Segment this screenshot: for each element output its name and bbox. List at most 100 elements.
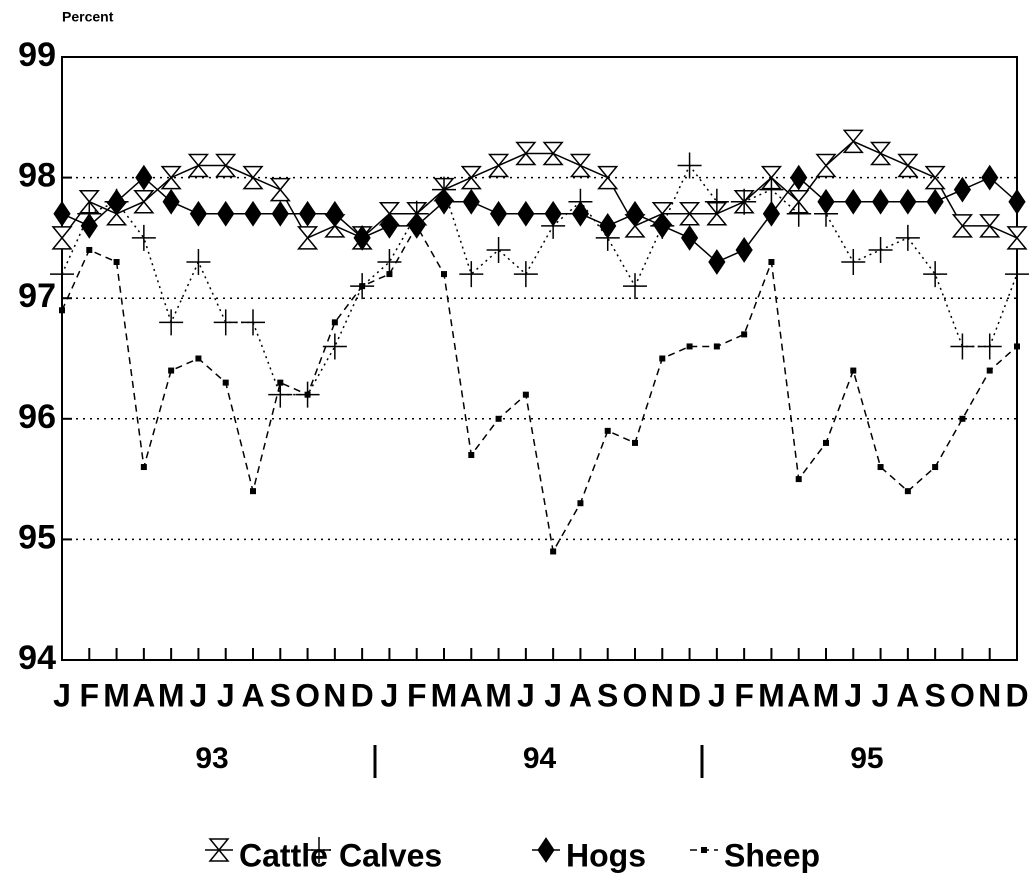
data-point (817, 188, 835, 215)
data-point (841, 249, 866, 276)
x-tick-label: A (787, 677, 810, 713)
data-point (268, 381, 293, 408)
data-point (113, 259, 120, 266)
y-tick-label: 95 (18, 518, 56, 556)
data-point (522, 391, 529, 398)
x-tick-label: O (950, 677, 975, 713)
data-point (850, 367, 857, 374)
data-point (159, 309, 184, 336)
data-point (304, 391, 311, 398)
x-tick-label: F (80, 677, 100, 713)
data-point (380, 212, 399, 239)
data-point (790, 164, 808, 191)
data-point (951, 214, 974, 238)
data-point (768, 259, 775, 266)
data-point (515, 141, 537, 166)
data-point (441, 271, 447, 278)
x-tick-label: J (217, 677, 235, 713)
data-point (842, 129, 864, 154)
data-point (517, 200, 535, 227)
legend-marker (537, 837, 555, 863)
data-point (489, 200, 508, 227)
y-tick-label: 96 (18, 398, 56, 436)
x-tick-label: A (132, 677, 155, 713)
data-point (623, 273, 647, 300)
x-tick-label: N (651, 677, 674, 713)
data-point (815, 153, 837, 178)
data-point (107, 188, 126, 215)
data-point (162, 188, 180, 215)
data-point (377, 249, 402, 276)
data-point (168, 367, 175, 374)
data-point (762, 200, 781, 227)
data-point (322, 333, 347, 360)
data-point (706, 202, 728, 226)
data-point (133, 189, 155, 214)
legend-label: Calves (339, 837, 442, 873)
data-point (413, 222, 420, 229)
x-tick-label: J (844, 677, 862, 713)
data-point (868, 236, 893, 263)
data-point (50, 261, 74, 288)
x-tick-label: S (597, 677, 618, 713)
x-tick-label: A (569, 677, 592, 713)
data-point (844, 188, 862, 215)
x-tick-label: J (190, 677, 208, 713)
x-tick-label: J (53, 677, 71, 713)
x-tick-label: D (351, 677, 374, 713)
y-tick-label: 97 (18, 277, 56, 315)
x-tick-label: J (708, 677, 726, 713)
data-point (250, 488, 256, 495)
x-tick-label: J (544, 677, 562, 713)
data-point (353, 224, 371, 251)
data-point (1008, 188, 1026, 215)
data-point (877, 464, 884, 471)
data-point (187, 153, 210, 178)
data-point (131, 224, 156, 251)
data-point (550, 548, 557, 555)
x-tick-label: M (485, 677, 512, 713)
data-point (733, 189, 755, 214)
data-point (459, 261, 484, 288)
data-point (331, 319, 338, 326)
legend-marker (701, 847, 707, 853)
data-point (1006, 226, 1028, 250)
data-point (1005, 261, 1029, 288)
data-point (786, 200, 811, 227)
data-point (604, 427, 611, 434)
x-tick-label: M (103, 677, 130, 713)
x-tick-label: J (517, 677, 535, 713)
data-point (871, 188, 890, 215)
data-point (932, 464, 939, 471)
series-line (61, 140, 1018, 239)
data-point (981, 164, 999, 191)
data-point (222, 379, 229, 386)
year-label: 94 (523, 742, 557, 775)
data-point (741, 331, 748, 338)
data-point (53, 200, 71, 227)
year-label: 93 (195, 742, 228, 775)
data-point (986, 367, 993, 374)
data-point (298, 200, 317, 227)
data-point (271, 200, 289, 227)
data-point (435, 188, 453, 215)
x-tick-label: A (241, 677, 264, 713)
data-point (217, 200, 235, 227)
x-tick-label: M (158, 677, 185, 713)
x-tick-label: D (678, 677, 701, 713)
legend-marker (208, 838, 230, 862)
data-point (487, 153, 510, 178)
data-point (569, 153, 592, 178)
data-point (215, 153, 237, 178)
data-point (979, 214, 1001, 238)
data-point (78, 189, 100, 214)
year-label: 95 (850, 742, 883, 775)
data-point (760, 165, 783, 190)
data-point (462, 188, 480, 215)
x-tick-label: O (623, 677, 648, 713)
data-point (241, 309, 265, 336)
data-point (708, 249, 726, 275)
x-tick-label: F (407, 677, 427, 713)
data-point (626, 200, 644, 227)
data-point (189, 200, 208, 227)
